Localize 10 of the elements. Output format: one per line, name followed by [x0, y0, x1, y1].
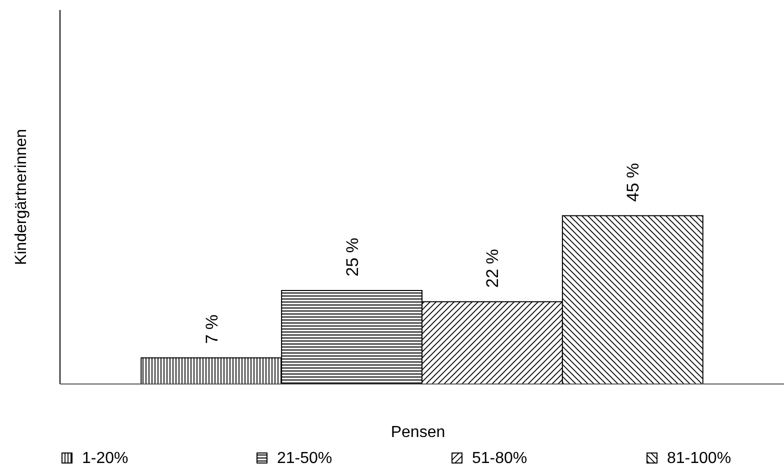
legend-label: 21-50% — [277, 450, 332, 467]
legend-label: 81-100% — [667, 450, 732, 467]
data-label: 22 % — [483, 248, 502, 288]
y-axis-title: Kindergärtnerinnen — [13, 128, 30, 266]
data-label: 25 % — [342, 238, 362, 276]
data-label: 7 % — [202, 314, 222, 344]
legend-label: 51-80% — [472, 450, 528, 467]
data-label: 45 % — [624, 162, 643, 202]
legend-label: 1-20% — [82, 450, 128, 467]
x-axis-title: Pensen — [390, 424, 446, 441]
